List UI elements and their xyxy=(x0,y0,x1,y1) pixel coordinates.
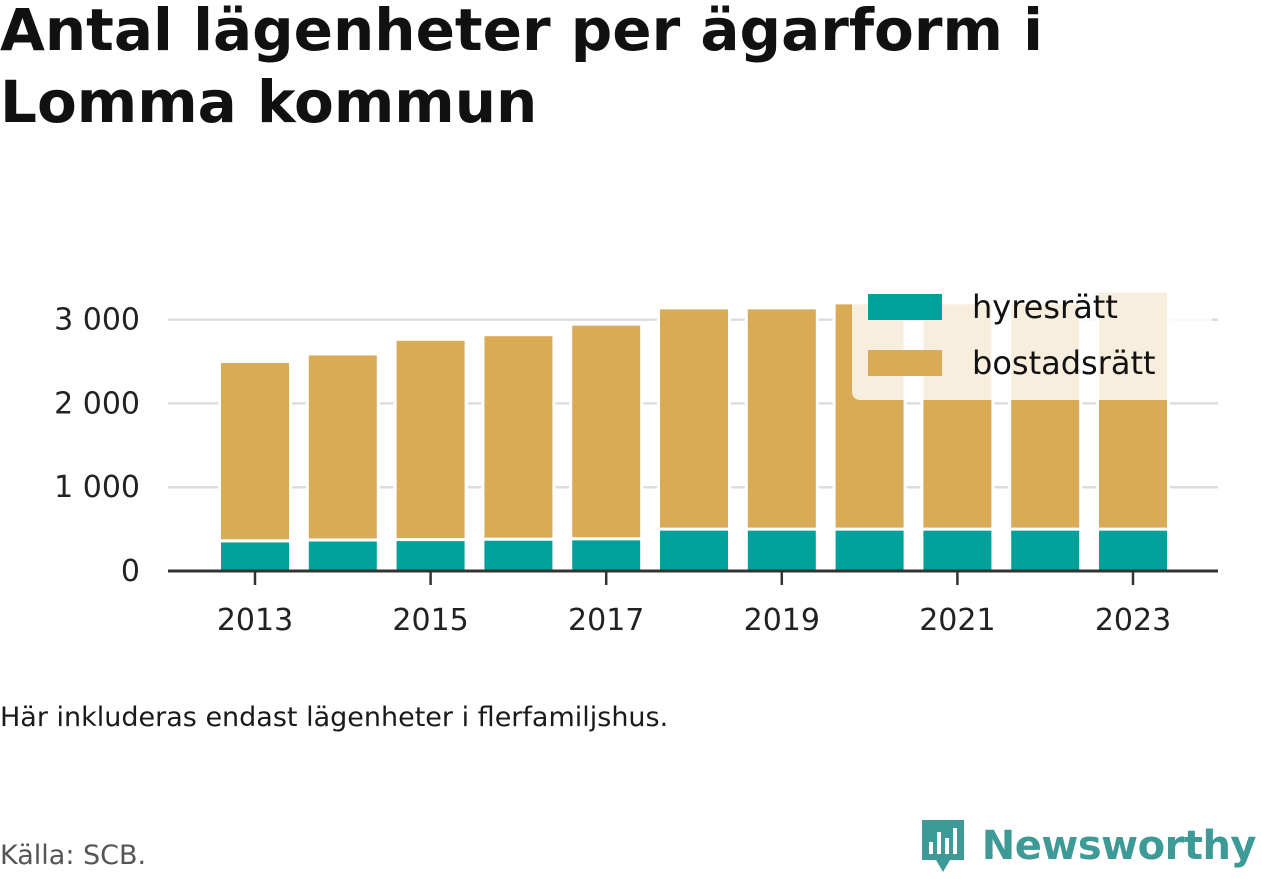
brand-name: Newsworthy xyxy=(981,823,1257,869)
brand-logo: Newsworthy xyxy=(918,816,1257,876)
bar-segment xyxy=(218,539,292,573)
bar-segment xyxy=(1096,527,1170,573)
bar-segment xyxy=(481,537,556,573)
legend-label: bostadsrätt xyxy=(972,344,1156,382)
chart-title: Antal lägenheter per ägarform i Lomma ko… xyxy=(0,0,1044,136)
chart-note: Här inkluderas endast lägenheter i flerf… xyxy=(0,702,669,733)
source-text: Källa: SCB. xyxy=(0,840,147,871)
bar-segment xyxy=(657,306,731,531)
bar-segment xyxy=(481,333,556,541)
bar-segment xyxy=(305,352,380,542)
y-tick-label: 2 000 xyxy=(54,386,140,421)
x-tick-label: 2021 xyxy=(919,603,995,638)
legend-swatch xyxy=(868,350,942,376)
bar-segment xyxy=(1008,527,1083,573)
legend: hyresrätt bostadsrätt xyxy=(852,286,1212,400)
x-tick-label: 2013 xyxy=(217,603,293,638)
x-tick-label: 2019 xyxy=(744,603,820,638)
y-tick-label: 1 000 xyxy=(54,470,140,505)
legend-label: hyresrätt xyxy=(972,288,1118,326)
axes: 0 1 000 2 000 3 000 2013 2015 2017 2019 2021 2023 xyxy=(54,303,1218,638)
bar-segment xyxy=(393,337,468,542)
legend-swatch xyxy=(868,294,942,320)
x-tick-label: 2017 xyxy=(568,603,644,638)
bar-segment xyxy=(657,527,731,573)
x-tick-label: 2015 xyxy=(392,603,468,638)
bar-segment xyxy=(832,527,907,573)
y-tick-label: 3 000 xyxy=(54,303,140,338)
newsworthy-logo-icon xyxy=(921,820,964,872)
x-tick-label: 2023 xyxy=(1095,603,1171,638)
bar-segment xyxy=(305,538,380,573)
y-tick-label: 0 xyxy=(121,554,140,589)
bar-segment xyxy=(569,322,644,541)
bar-segment xyxy=(744,527,819,573)
chart: 0 1 000 2 000 3 000 2013 2015 2017 2019 2021 2023… xyxy=(54,286,1218,638)
bar-segment xyxy=(218,360,292,543)
bar-segment xyxy=(920,527,995,573)
bar-segment xyxy=(393,538,468,573)
bar-segment xyxy=(569,537,644,573)
bar-segment xyxy=(744,306,819,531)
